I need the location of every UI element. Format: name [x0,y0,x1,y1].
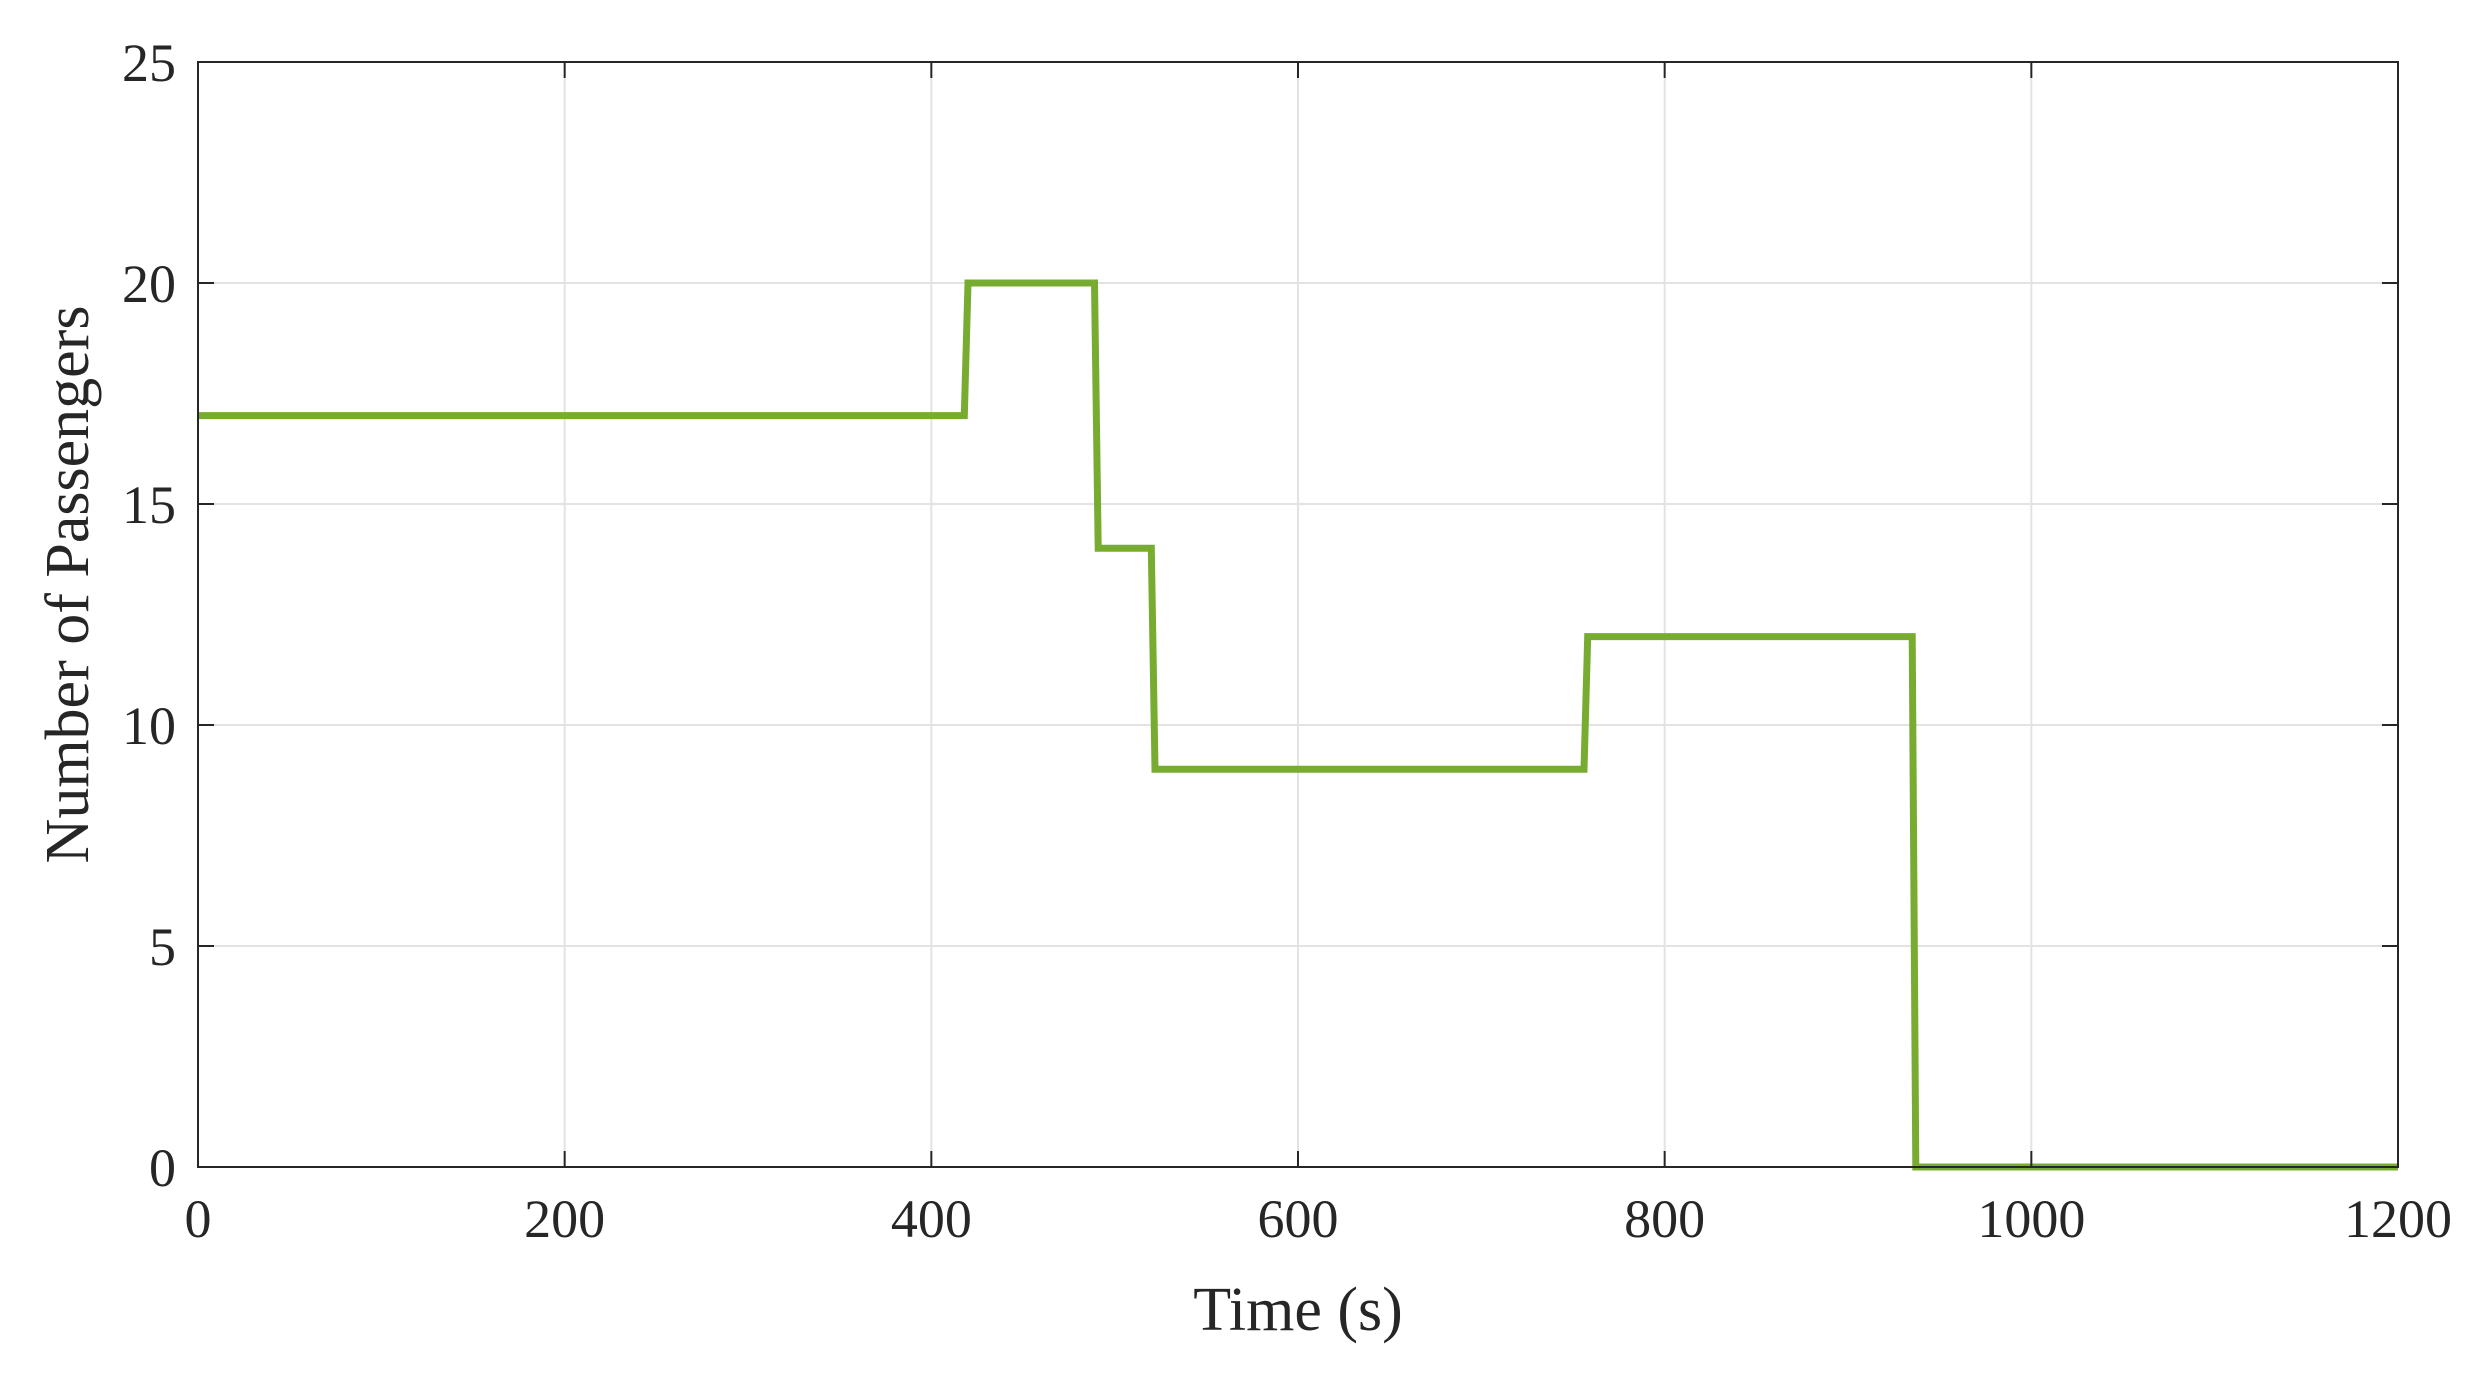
series-line [198,279,2398,1171]
series-layer [198,279,2398,1171]
x-tick-label: 400 [891,1189,972,1249]
y-tick-label: 20 [122,254,176,314]
y-tick-label: 0 [149,1138,176,1198]
y-tick-label: 5 [149,917,176,977]
y-axis-title: Number of Passengers [34,306,102,864]
y-tick-label: 25 [122,33,176,93]
y-tick-label: 10 [122,696,176,756]
grid [198,62,2398,1167]
y-tick-label: 15 [122,475,176,535]
axis-ticks [197,61,2399,1168]
x-tick-label: 600 [1258,1189,1339,1249]
x-tick-label: 1200 [2344,1189,2452,1249]
x-tick-label: 800 [1624,1189,1705,1249]
x-axis-title: Time (s) [1193,1276,1403,1344]
x-tick-label: 0 [185,1189,212,1249]
tick-labels: 0 200 400 600 800 1000 1200 0 5 10 15 20 25 [122,33,2452,1249]
x-tick-label: 200 [524,1189,605,1249]
x-tick-label: 1000 [1977,1189,2085,1249]
